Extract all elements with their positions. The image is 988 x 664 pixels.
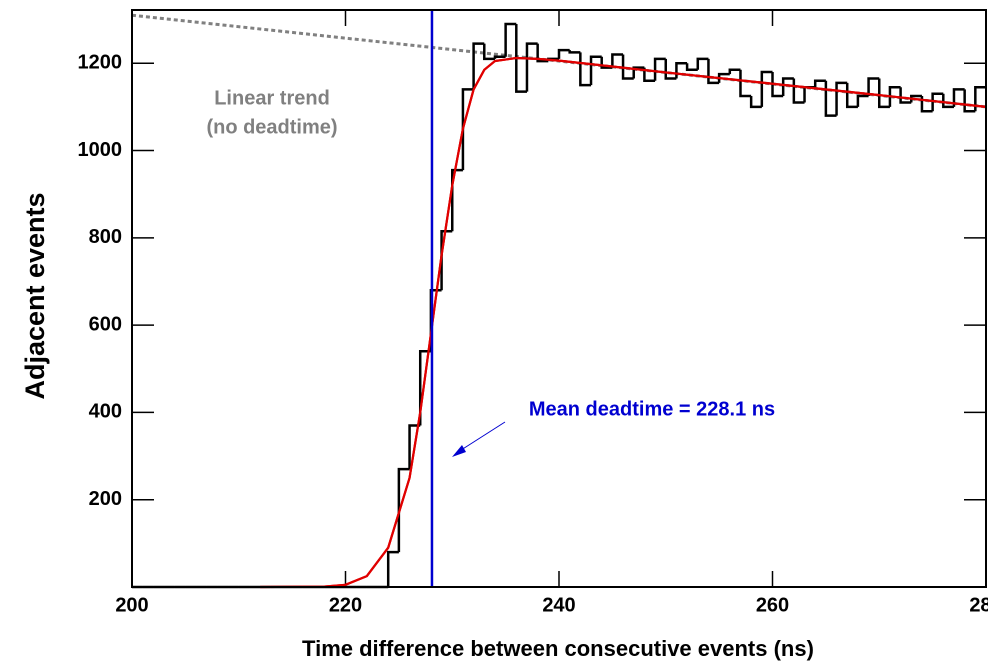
histogram-bin [386, 550, 399, 587]
x-axis-label: Time difference between consecutive even… [302, 636, 814, 661]
histogram-bin [920, 95, 933, 113]
histogram-bin [397, 467, 410, 553]
histogram-bin [781, 77, 794, 96]
histogram-bin [685, 63, 698, 72]
histogram-bin [792, 78, 805, 104]
histogram-bin [760, 70, 773, 107]
x-tick-label: 280 [969, 594, 988, 616]
histogram-bin [557, 48, 570, 59]
histogram-bin [707, 58, 720, 85]
histogram-bin [408, 424, 421, 470]
plot-frame [131, 9, 987, 588]
histogram-bin [632, 66, 645, 79]
histogram-bin [600, 56, 613, 69]
histogram-bin [675, 61, 688, 79]
histogram-bin [974, 86, 986, 112]
trend-label: Linear trend [214, 87, 330, 109]
y-axis-label: Adjacent events [20, 192, 50, 399]
histogram-bin [621, 54, 634, 80]
histogram-bin [952, 88, 965, 107]
histogram-bin [579, 52, 592, 87]
deadtime-arrowhead [452, 445, 466, 457]
histogram-bin [910, 94, 922, 103]
histogram-bin [749, 95, 762, 109]
y-tick-label: 1000 [78, 139, 123, 161]
y-tick-label: 1200 [78, 52, 123, 74]
histogram-bin [525, 42, 538, 92]
histogram-bin [899, 87, 912, 104]
deadtime-label: Mean deadtime = 228.1 ns [529, 398, 775, 420]
fit-curve [260, 56, 987, 589]
deadtime-arrow [457, 421, 506, 453]
histogram-bin [418, 350, 431, 426]
histogram-bin [483, 43, 495, 61]
histogram-bin [803, 86, 816, 103]
y-tick-label: 200 [89, 488, 122, 510]
histogram-bin [739, 69, 752, 98]
histogram-bin [728, 68, 741, 75]
histogram-bin [856, 94, 869, 107]
histogram-bin [440, 230, 453, 291]
histogram-bin [451, 168, 463, 232]
x-tick-label: 200 [115, 594, 148, 616]
histogram-bin [515, 23, 527, 93]
fit-curve [260, 56, 987, 589]
x-tick-label: 260 [756, 594, 789, 616]
histogram-bin [611, 53, 624, 68]
histogram-bin [942, 93, 954, 109]
histogram-bin [504, 22, 517, 57]
histogram-bin [696, 57, 709, 70]
histogram-bin [824, 80, 837, 117]
histogram-bin [589, 55, 602, 86]
y-tick-label: 800 [89, 226, 122, 248]
histogram-bin [568, 50, 581, 54]
x-tick-label: 220 [329, 594, 362, 616]
histogram-bin [878, 78, 890, 109]
histogram-bin [771, 71, 784, 98]
histogram-bin [643, 67, 656, 82]
histogram-bin [931, 92, 944, 112]
x-tick-label: 240 [542, 594, 575, 616]
histogram-bin [717, 72, 730, 83]
histogram-bin [845, 82, 858, 109]
histogram-bin [664, 58, 677, 80]
histogram-bin [472, 42, 485, 90]
histogram-bin [963, 89, 976, 113]
y-tick-label: 400 [89, 401, 122, 423]
histogram-bin [653, 57, 666, 81]
histogram-bin [461, 88, 474, 171]
histogram-bin [867, 77, 880, 96]
y-tick-label: 600 [89, 313, 122, 335]
histogram-bin [835, 81, 848, 116]
histogram-bin [536, 43, 549, 63]
histogram-bin [493, 55, 506, 59]
trend-label: (no deadtime) [206, 116, 337, 138]
histogram-bin [888, 86, 901, 107]
histogram-bin [813, 79, 826, 88]
